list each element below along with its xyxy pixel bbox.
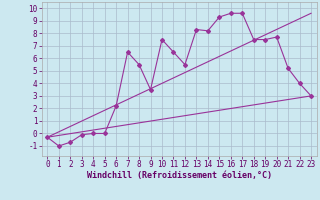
X-axis label: Windchill (Refroidissement éolien,°C): Windchill (Refroidissement éolien,°C) — [87, 171, 272, 180]
